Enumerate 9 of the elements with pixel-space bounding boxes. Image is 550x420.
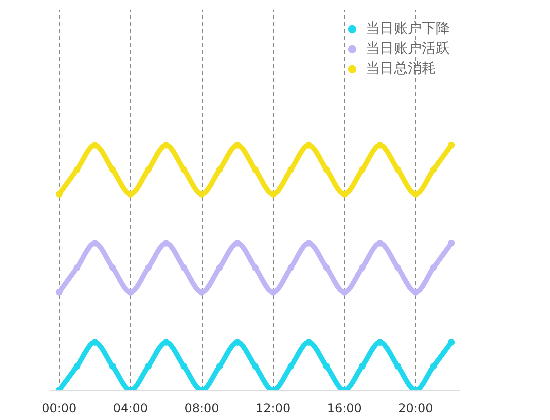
x-tick-label: 16:00 xyxy=(327,402,362,416)
x-tick-label: 12:00 xyxy=(256,402,291,416)
x-tick-label: 04:00 xyxy=(113,402,148,416)
legend-label: 当日总消耗 xyxy=(366,60,436,78)
x-tick-label: 00:00 xyxy=(42,402,77,416)
x-tick-label: 08:00 xyxy=(184,402,220,416)
legend-label: 当日账户活跃 xyxy=(366,40,450,58)
x-tick-label: 20:00 xyxy=(398,402,434,416)
legend-label: 当日账户下降 xyxy=(366,20,450,38)
